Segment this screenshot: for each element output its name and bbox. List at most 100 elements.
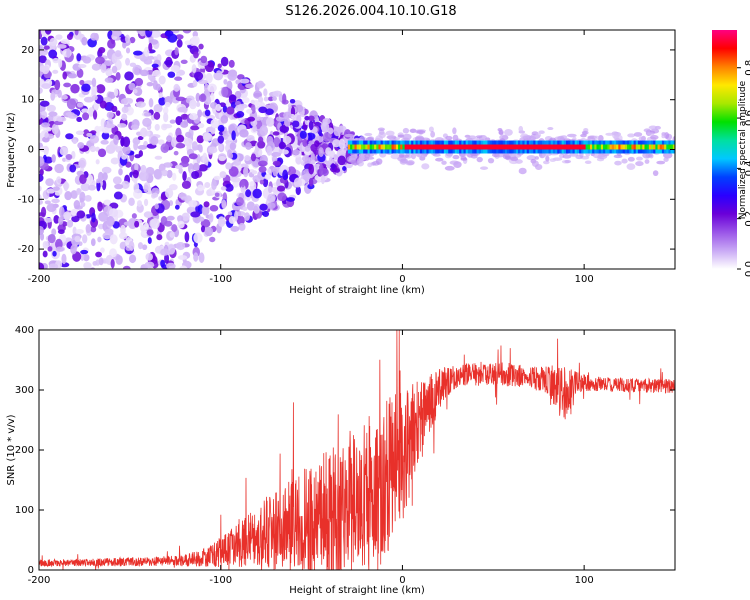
heatmap-line-core — [561, 144, 565, 150]
heatmap-blob — [160, 143, 170, 154]
heatmap-blob — [188, 200, 198, 208]
heatmap-line-core — [476, 144, 480, 150]
heatmap-blob — [169, 231, 175, 238]
heatmap-blob — [167, 71, 176, 78]
heatmap-blob — [111, 65, 118, 74]
heatmap-blob — [291, 120, 300, 128]
heatmap-blob — [65, 133, 74, 140]
heatmap-line-core — [422, 144, 426, 150]
heatmap-blob — [172, 172, 177, 181]
heatmap-blob — [59, 262, 70, 268]
heatmap-blob — [210, 92, 215, 101]
heatmap-blob — [219, 171, 227, 179]
heatmap-blob — [114, 183, 124, 190]
heatmap-blob — [275, 116, 286, 122]
heatmap-line-core — [360, 144, 364, 150]
heatmap-blob — [96, 180, 101, 192]
heatmap-blob — [61, 253, 67, 265]
heatmap-line-core — [555, 144, 559, 150]
heatmap-blob — [100, 139, 109, 145]
heatmap-line-core — [480, 144, 484, 150]
heatmap-blob — [110, 258, 115, 269]
heatmap-blob — [144, 261, 155, 269]
heatmap-blob — [134, 220, 140, 228]
heatmap-blob — [305, 132, 316, 140]
heatmap-blob — [181, 180, 192, 189]
heatmap-blob — [179, 265, 188, 269]
heatmap-blob — [256, 80, 265, 89]
heatmap-blob — [164, 101, 171, 108]
heatmap-blob — [139, 30, 146, 37]
heatmap-line-core — [526, 144, 530, 150]
heatmap-blob — [162, 124, 173, 129]
heatmap-blob — [121, 180, 130, 189]
heatmap-line-core — [666, 144, 670, 150]
heatmap-blob — [42, 65, 50, 75]
heatmap-blob — [231, 177, 241, 183]
heatmap-blob — [338, 138, 346, 150]
heatmap-cells — [39, 30, 675, 269]
heatmap-blob — [39, 100, 50, 107]
heatmap-halo — [650, 135, 659, 140]
heatmap-blob — [188, 113, 199, 121]
heatmap-blob — [123, 221, 132, 226]
heatmap-halo — [428, 126, 434, 133]
heatmap-blob — [292, 149, 300, 156]
heatmap-line-core — [648, 144, 652, 150]
heatmap-line-core — [598, 144, 602, 150]
heatmap-blob — [84, 195, 92, 202]
heatmap-blob — [310, 151, 315, 162]
heatmap-line-core — [382, 144, 386, 150]
heatmap-blob — [72, 226, 77, 235]
heatmap-halo — [627, 133, 636, 138]
heatmap-halo — [421, 163, 430, 170]
colorbar: 0.0 0.2 0.4 0.6 0.8 Normalized spectral ampl… — [712, 30, 750, 277]
heatmap-line-core — [448, 144, 452, 150]
colorbar-tick-label: 0.6 — [744, 110, 750, 126]
colorbar-gradient — [712, 30, 737, 269]
heatmap-blob — [128, 254, 137, 264]
heatmap-halo — [365, 156, 375, 160]
heatmap-blob — [153, 111, 161, 120]
heatmap-blob — [52, 186, 60, 191]
heatmap-halo — [643, 128, 651, 133]
heatmap-blob — [77, 142, 85, 149]
heatmap-blob — [184, 40, 192, 46]
heatmap-line-core — [461, 144, 465, 150]
heatmap-blob — [277, 192, 287, 202]
heatmap-line-core — [391, 144, 395, 150]
heatmap-blob — [44, 117, 49, 124]
heatmap-blob — [310, 159, 316, 165]
heatmap-line-core — [395, 144, 399, 150]
heatmap-halo — [642, 151, 652, 159]
heatmap-blob — [63, 180, 69, 192]
heatmap-line-core — [635, 144, 639, 150]
heatmap-blob — [258, 166, 267, 173]
heatmap-blob — [204, 109, 211, 117]
heatmap-blob — [143, 58, 153, 65]
heatmap-line-core — [563, 144, 567, 150]
heatmap-blob — [239, 129, 249, 138]
heatmap-blob — [95, 251, 102, 258]
heatmap-blob — [196, 135, 204, 144]
heatmap-blob — [51, 154, 56, 163]
heatmap-line-core — [644, 144, 648, 150]
heatmap-line-core — [452, 144, 456, 150]
colorbar-tick-label: 0.8 — [744, 60, 750, 76]
heatmap-blob — [229, 142, 237, 151]
heatmap-blob — [56, 44, 67, 49]
heatmap-blob — [66, 98, 77, 110]
heatmap-blob — [39, 194, 42, 203]
heatmap-blob — [115, 255, 123, 265]
heatmap-blob — [50, 91, 56, 101]
heatmap-halo — [364, 132, 373, 137]
heatmap-line-core — [640, 144, 644, 150]
heatmap-blob — [134, 162, 139, 172]
heatmap-line-core — [646, 144, 650, 150]
heatmap-line-core — [657, 144, 661, 150]
heatmap-blob — [236, 111, 245, 118]
heatmap-blob — [95, 56, 105, 65]
heatmap-blob — [220, 115, 229, 124]
heatmap-halo — [644, 159, 650, 164]
heatmap-blob — [197, 184, 204, 192]
